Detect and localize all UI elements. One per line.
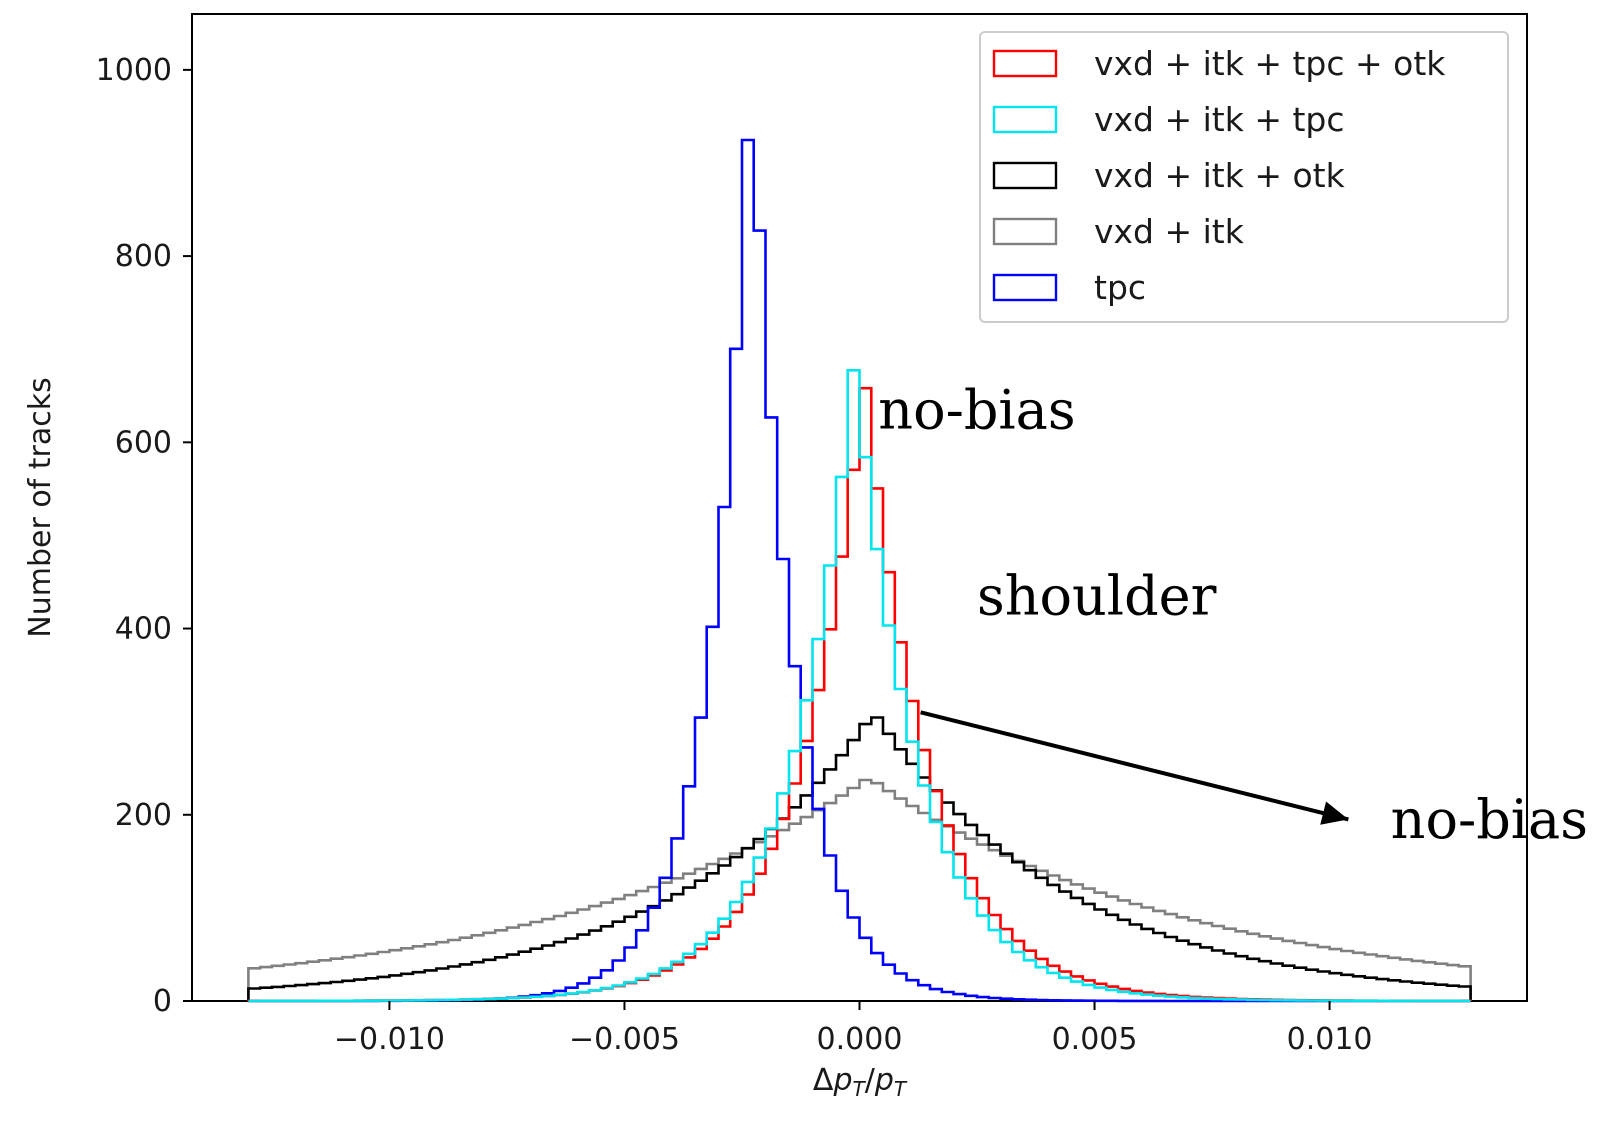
x-tick-label: 0.000 (817, 1022, 903, 1057)
series-vxd-itk-tpc-otk (247, 386, 1472, 1003)
x-tick-label: 0.005 (1052, 1022, 1138, 1057)
y-tick-label: 0 (153, 984, 172, 1019)
series-vxd-itk-otk (247, 716, 1472, 1001)
x-tick-label: 0.010 (1287, 1022, 1373, 1057)
legend-box (979, 31, 1509, 323)
annotation-layer: no-bias shoulder no-bias (878, 378, 1588, 851)
y-tick-label: 400 (115, 612, 172, 647)
legend-swatch (992, 273, 1058, 302)
arrow-head (1320, 801, 1349, 825)
annotation-arrow (920, 710, 1349, 822)
legend-swatch (992, 105, 1058, 134)
x-tick-label: −0.005 (569, 1022, 680, 1057)
y-axis: 0 200 400 600 800 1000 (96, 53, 192, 1019)
legend-swatch (992, 49, 1058, 78)
annotation-label: shoulder (977, 565, 1217, 628)
legend-label: vxd + itk + tpc + otk (1094, 44, 1446, 83)
y-axis-label: Number of tracks (23, 377, 58, 637)
x-axis: −0.010 −0.005 0.000 0.005 0.010 (334, 1001, 1373, 1057)
legend-swatch (992, 161, 1058, 190)
legend-swatch (992, 217, 1058, 246)
legend-label: vxd + itk + otk (1094, 156, 1346, 195)
series-vxd-itk-tpc (248, 369, 1471, 1003)
y-tick-label: 600 (115, 425, 172, 460)
legend-label: vxd + itk (1094, 212, 1245, 251)
legend-label: tpc (1094, 268, 1146, 307)
series-vxd-itk (247, 778, 1472, 1001)
series-layer (247, 138, 1472, 1003)
x-axis-label: ΔpT/pT (813, 1063, 908, 1101)
y-tick-label: 200 (115, 798, 172, 833)
annotation-label: no-bias (878, 378, 1075, 441)
y-tick-label: 800 (115, 239, 172, 274)
legend-label: vxd + itk + tpc (1094, 100, 1345, 139)
legend: vxd + itk + tpc + otk vxd + itk + tpc vxd … (979, 31, 1509, 323)
y-tick-label: 1000 (96, 53, 172, 88)
x-tick-label: −0.010 (334, 1022, 445, 1057)
annotation-label: no-bias (1391, 788, 1588, 851)
